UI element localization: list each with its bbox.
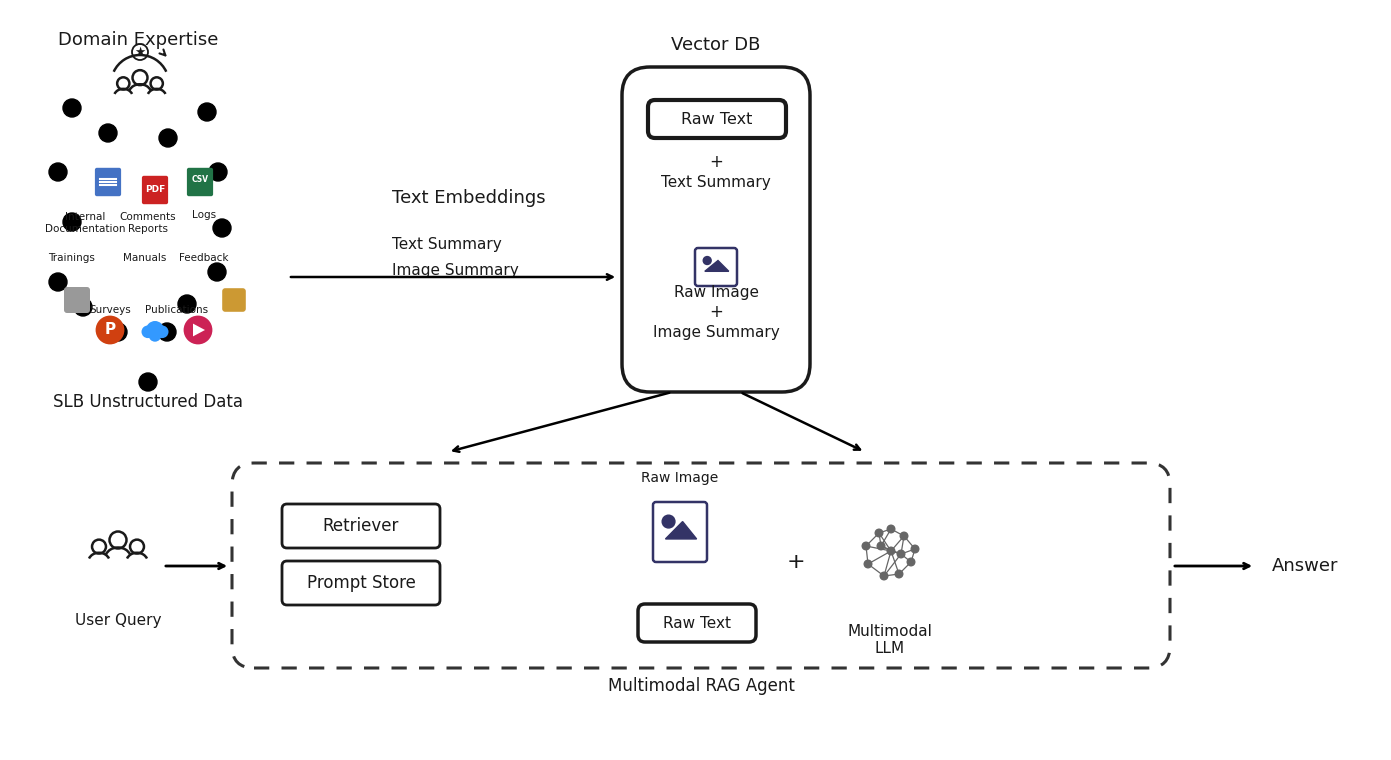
Circle shape (896, 570, 903, 578)
Text: Multimodal
LLM: Multimodal LLM (847, 624, 932, 656)
Text: Comments
Reports: Comments Reports (120, 212, 177, 233)
Text: Retriever: Retriever (323, 517, 399, 535)
FancyBboxPatch shape (232, 463, 1170, 668)
Text: Prompt Store: Prompt Store (306, 574, 416, 592)
Text: Multimodal RAG Agent: Multimodal RAG Agent (608, 677, 794, 695)
Polygon shape (665, 521, 697, 539)
Circle shape (184, 315, 213, 344)
Text: Text Summary: Text Summary (392, 237, 502, 252)
Circle shape (156, 325, 168, 338)
FancyBboxPatch shape (638, 604, 755, 642)
Circle shape (213, 219, 231, 237)
Text: Feedback: Feedback (179, 253, 228, 263)
Text: Image Summary: Image Summary (652, 325, 779, 340)
Circle shape (897, 550, 904, 558)
Circle shape (878, 542, 885, 549)
Text: Publications: Publications (146, 305, 209, 315)
Text: +: + (709, 303, 723, 321)
FancyBboxPatch shape (696, 248, 737, 286)
Text: Domain Expertise: Domain Expertise (58, 31, 218, 49)
Text: +: + (709, 153, 723, 171)
FancyBboxPatch shape (186, 168, 213, 196)
Text: Vector DB: Vector DB (672, 36, 761, 54)
Circle shape (178, 295, 196, 313)
FancyBboxPatch shape (64, 287, 90, 313)
Circle shape (662, 515, 675, 528)
Text: SLB Unstructured Data: SLB Unstructured Data (53, 393, 243, 411)
Text: Logs: Logs (192, 210, 216, 220)
Circle shape (209, 263, 225, 281)
Circle shape (907, 558, 915, 565)
Polygon shape (705, 261, 729, 271)
Circle shape (887, 525, 894, 533)
FancyBboxPatch shape (223, 288, 246, 312)
Text: P: P (104, 322, 115, 337)
Text: ★: ★ (135, 46, 146, 59)
Text: Answer: Answer (1271, 557, 1338, 575)
Circle shape (146, 321, 164, 339)
Text: Raw Text: Raw Text (664, 616, 732, 631)
Circle shape (862, 542, 869, 549)
Circle shape (142, 325, 154, 338)
FancyBboxPatch shape (648, 100, 786, 138)
Text: Text Embeddings: Text Embeddings (392, 189, 545, 207)
FancyBboxPatch shape (652, 502, 707, 562)
FancyBboxPatch shape (142, 176, 168, 204)
Circle shape (911, 545, 919, 553)
FancyBboxPatch shape (95, 168, 121, 196)
Text: Image Summary: Image Summary (392, 262, 519, 277)
Text: Manuals: Manuals (124, 253, 167, 263)
Circle shape (139, 373, 157, 391)
Polygon shape (193, 324, 204, 337)
Circle shape (108, 323, 127, 341)
FancyBboxPatch shape (622, 67, 810, 392)
Circle shape (74, 298, 92, 316)
Circle shape (63, 99, 81, 117)
Circle shape (900, 532, 908, 540)
Circle shape (881, 572, 887, 580)
Circle shape (875, 529, 883, 537)
Circle shape (887, 547, 894, 555)
Circle shape (198, 103, 216, 121)
Text: PDF: PDF (145, 185, 166, 195)
Text: Raw Image: Raw Image (673, 284, 758, 299)
Circle shape (704, 257, 711, 264)
Text: +: + (787, 552, 805, 572)
Text: Raw Image: Raw Image (641, 471, 719, 485)
Text: Internal
Documentation: Internal Documentation (45, 212, 125, 233)
FancyBboxPatch shape (282, 504, 440, 548)
Circle shape (49, 273, 67, 291)
Text: CSV: CSV (192, 176, 209, 184)
Circle shape (209, 163, 227, 181)
Circle shape (99, 124, 117, 142)
Text: Raw Text: Raw Text (682, 112, 753, 126)
Text: Surveys: Surveys (89, 305, 131, 315)
Circle shape (96, 315, 124, 344)
Text: User Query: User Query (75, 613, 161, 628)
Circle shape (159, 323, 177, 341)
Circle shape (864, 560, 872, 568)
Circle shape (49, 163, 67, 181)
Circle shape (159, 129, 177, 147)
Circle shape (149, 329, 161, 342)
Circle shape (63, 213, 81, 231)
FancyBboxPatch shape (282, 561, 440, 605)
Text: Text Summary: Text Summary (661, 175, 771, 189)
Text: Trainings: Trainings (49, 253, 96, 263)
